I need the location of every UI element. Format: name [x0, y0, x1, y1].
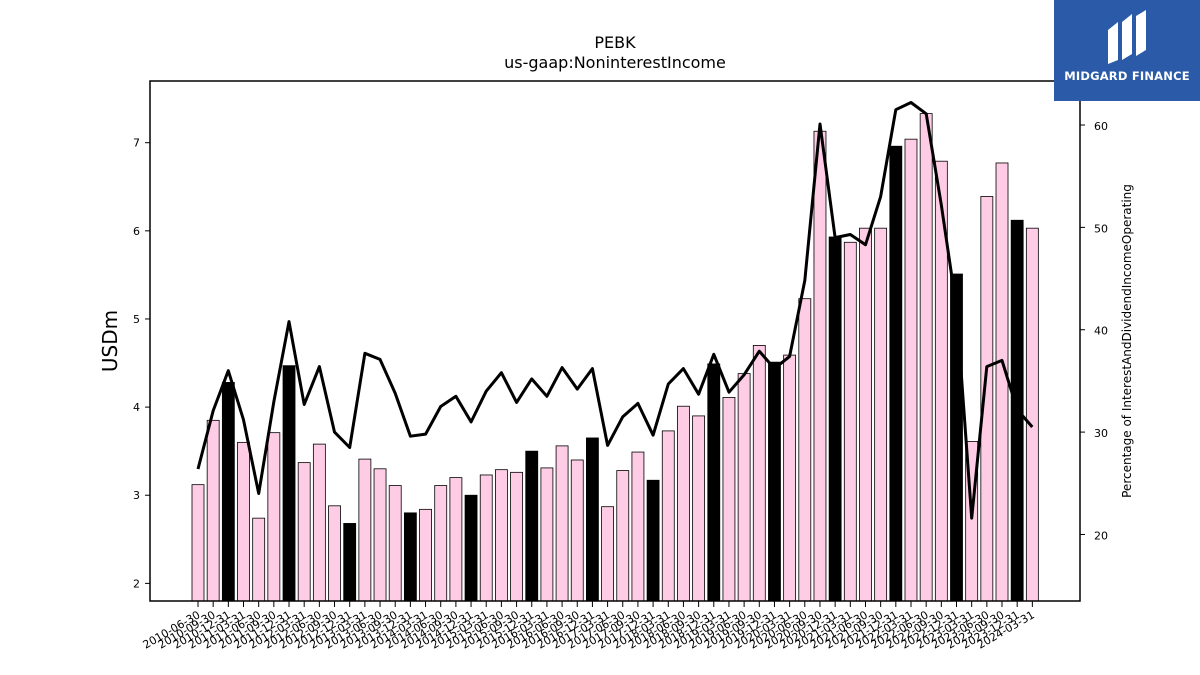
- bar: [297, 462, 311, 602]
- bar: [282, 365, 296, 602]
- y-axis-right: 20 30 40 50 60: [1080, 120, 1108, 542]
- bar: [1025, 227, 1039, 602]
- y-tick-label-right: 60: [1094, 120, 1108, 133]
- bar: [646, 479, 660, 602]
- logo: MIDGARD FINANCE: [1054, 0, 1200, 101]
- bar: [798, 298, 812, 602]
- y-tick-label: 5: [133, 313, 140, 326]
- midgard-mark-icon: [1108, 10, 1146, 64]
- bar: [328, 505, 341, 602]
- y-tick-label: 6: [133, 225, 140, 238]
- y-tick-label: 3: [133, 489, 140, 502]
- y-tick-label: 7: [133, 137, 140, 150]
- bar: [813, 130, 827, 602]
- bar: [434, 485, 448, 602]
- y-axis-label-left: USDm: [98, 310, 122, 372]
- y-tick-label: 4: [133, 401, 140, 414]
- bar: [419, 508, 432, 602]
- bar: [692, 415, 706, 602]
- bar: [373, 468, 387, 602]
- logo-text: MIDGARD FINANCE: [1064, 69, 1190, 83]
- y-tick-label-right: 40: [1094, 325, 1108, 338]
- bar: [449, 477, 463, 602]
- bar: [783, 354, 797, 602]
- bar: [312, 443, 326, 602]
- bar: [267, 432, 281, 602]
- bar: [479, 474, 493, 602]
- bar: [843, 241, 857, 602]
- y-axis-label-right: Percentage of InterestAndDividendIncomeO…: [1120, 184, 1134, 498]
- bar: [737, 373, 751, 602]
- bar: [995, 162, 1009, 602]
- chart-subtitle: us-gaap:NoninterestIncome: [504, 53, 726, 72]
- bar: [221, 382, 235, 602]
- bar: [510, 471, 523, 602]
- line-series: [196, 101, 1034, 520]
- y-tick-label-right: 50: [1094, 222, 1108, 235]
- bar: [616, 470, 630, 602]
- bar: [570, 459, 584, 602]
- bar: [722, 397, 736, 602]
- bar: [191, 484, 205, 602]
- bar: [889, 145, 903, 602]
- bar: [206, 419, 220, 602]
- bar: [859, 227, 872, 602]
- y-tick-label-right: 30: [1094, 427, 1108, 440]
- bar-series: [191, 113, 1039, 602]
- bar: [464, 494, 478, 602]
- bar: [358, 458, 372, 602]
- plot-frame: [149, 80, 1081, 602]
- bar: [494, 469, 508, 602]
- x-axis: 2010-06-302010-09-302010-12-312011-03-31…: [141, 601, 1037, 652]
- bar: [768, 361, 781, 602]
- series-line: [196, 101, 1034, 520]
- bar: [540, 467, 554, 602]
- bar: [586, 437, 599, 602]
- bar: [525, 450, 539, 602]
- bar: [631, 451, 645, 602]
- bar: [661, 430, 675, 602]
- bar: [403, 512, 417, 602]
- bar: [904, 138, 918, 602]
- bar: [828, 236, 842, 602]
- bar: [343, 523, 357, 602]
- bar: [874, 227, 888, 602]
- bar: [237, 441, 250, 602]
- bar: [601, 506, 614, 602]
- bar: [707, 363, 721, 602]
- y-tick-label-right: 20: [1094, 529, 1108, 542]
- bar: [919, 113, 933, 602]
- bar: [555, 445, 569, 602]
- bar: [252, 517, 266, 602]
- y-tick-label: 2: [133, 577, 140, 590]
- bar: [388, 485, 402, 602]
- y-axis-left: 2 3 4 5 6 7: [133, 137, 150, 590]
- bar: [752, 345, 766, 602]
- chart-title: PEBK: [594, 33, 636, 52]
- bar: [677, 405, 690, 602]
